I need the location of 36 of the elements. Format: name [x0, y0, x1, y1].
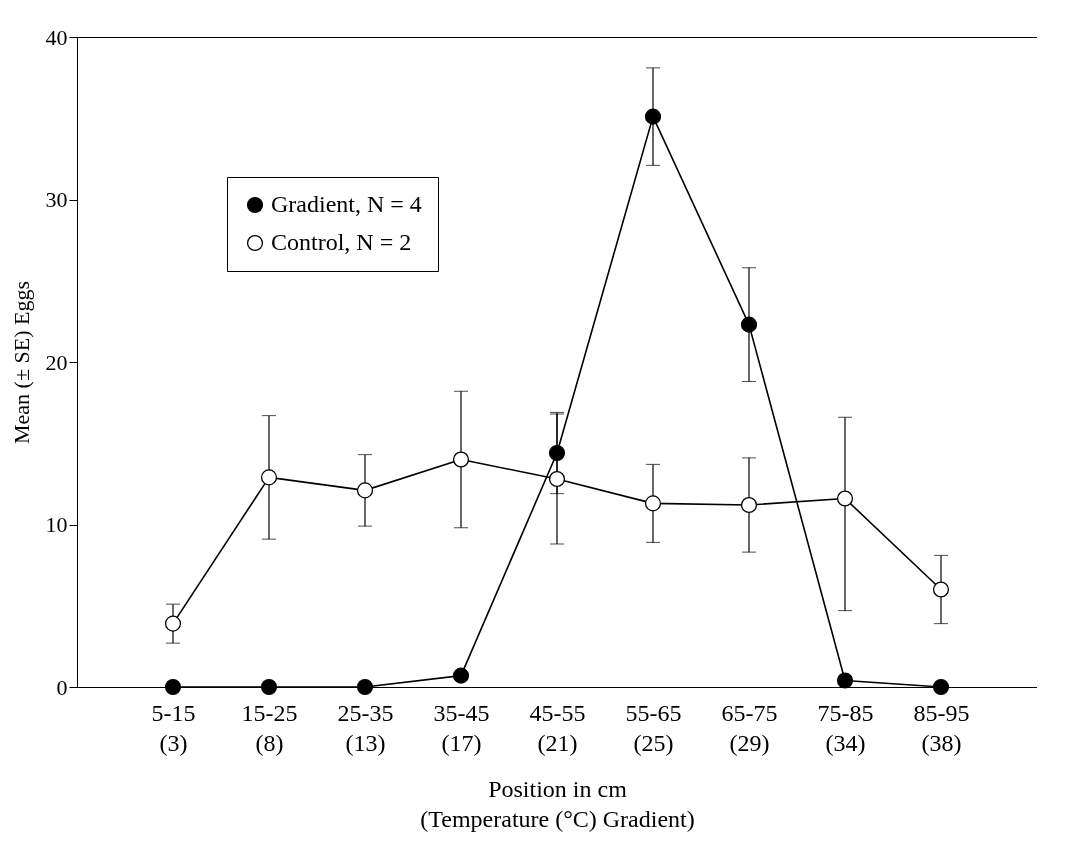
x-axis-title: Position in cm (Temperature (°C) Gradient): [420, 775, 695, 832]
point: [548, 444, 566, 462]
point: [164, 678, 182, 696]
x-tick-label: 85-95 (38): [913, 699, 970, 756]
point: [740, 496, 758, 514]
legend-label: Control, N = 2: [271, 229, 412, 255]
point: [164, 615, 182, 632]
y-tick-label: 10: [45, 512, 68, 537]
y-tick-label: 0: [56, 674, 68, 700]
point: [836, 490, 854, 507]
point: [932, 678, 950, 696]
x-tick-label: 55-65 (25): [625, 699, 682, 756]
point: [356, 678, 374, 696]
y-tick-label: 40: [45, 24, 68, 50]
point: [452, 451, 470, 468]
point: [740, 316, 758, 333]
point: [836, 672, 854, 689]
point: [644, 108, 662, 125]
x-tick-label: 15-25 (8): [241, 699, 298, 756]
point: [452, 667, 470, 684]
point: [932, 581, 950, 598]
x-tick-label: 5-15 (3): [151, 699, 196, 756]
point: [356, 482, 374, 499]
x-tick-label: 25-35 (13): [337, 699, 394, 756]
y-tick-label: 30: [45, 187, 68, 212]
point: [548, 470, 566, 488]
point: [260, 469, 278, 486]
x-tick-label: 75-85 (34): [817, 699, 874, 756]
x-tick-label: 35-45 (17): [433, 699, 490, 756]
y-tick-label: 20: [45, 349, 68, 375]
y-axis-title: Mean (± SE) Eggs: [8, 281, 34, 444]
point: [644, 495, 662, 512]
x-tick-label: 65-75 (29): [721, 699, 778, 756]
x-tick-label: 45-55 (21): [529, 699, 586, 756]
legend-label: Gradient, N = 4: [271, 191, 422, 217]
point: [260, 678, 278, 696]
